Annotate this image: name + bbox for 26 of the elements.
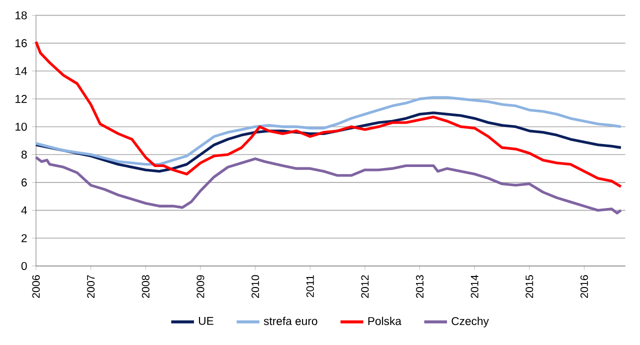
y-tick-label: 14 xyxy=(16,67,27,75)
y-tick-label: 16 xyxy=(16,39,27,48)
legend-label: UE xyxy=(198,316,214,325)
x-tick-label: 2010 xyxy=(252,275,260,298)
legend-label: Polska xyxy=(368,316,402,326)
x-tick-label: 2011 xyxy=(306,275,314,298)
x-tick-label: 2013 xyxy=(416,275,424,298)
y-tick-label: 8 xyxy=(22,150,27,159)
x-tick-label: 2012 xyxy=(361,275,369,298)
y-tick-label: 2 xyxy=(22,234,27,242)
y-tick-label: 6 xyxy=(22,178,27,186)
legend-label: Czechy xyxy=(452,316,489,328)
x-tick-label: 2014 xyxy=(470,275,478,298)
line-series xyxy=(34,96,622,166)
y-tick-label: 4 xyxy=(21,206,27,214)
y-tick-label: 18 xyxy=(16,11,27,20)
x-tick-label: 2008 xyxy=(142,275,150,298)
x-tick-label: 2006 xyxy=(32,275,40,298)
legend-label: strefa euro xyxy=(264,316,318,326)
x-tick-label: 2015 xyxy=(526,275,534,298)
x-tick-label: 2016 xyxy=(580,275,588,298)
y-tick-label: 12 xyxy=(16,94,27,103)
y-tick-label: 10 xyxy=(16,122,27,131)
x-tick-label: 2007 xyxy=(87,275,95,298)
x-tick-label: 2009 xyxy=(196,275,204,298)
y-tick-label: 0 xyxy=(21,262,27,270)
